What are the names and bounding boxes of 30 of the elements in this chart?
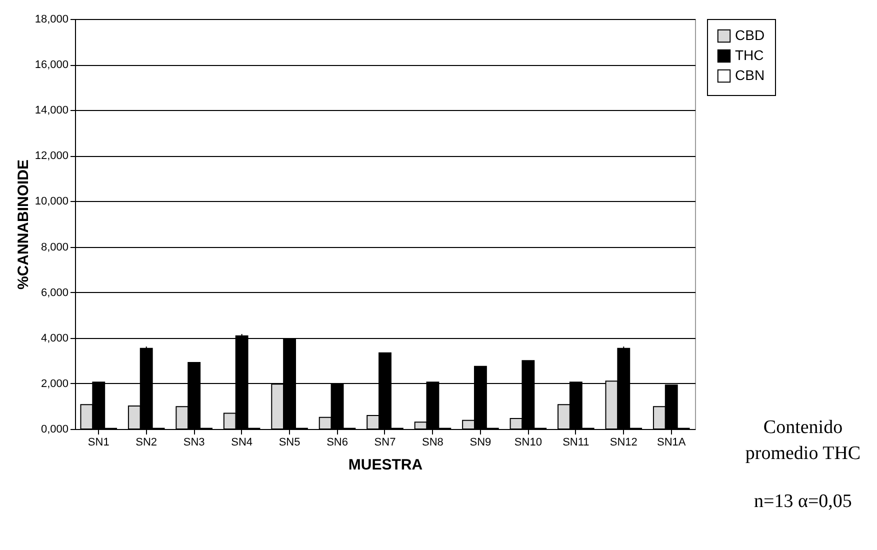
legend-label: THC: [735, 47, 764, 63]
x-tick-label: SN1A: [657, 436, 686, 448]
x-tick-label: SN11: [562, 436, 590, 448]
y-tick-label: 18,000: [34, 14, 68, 26]
x-tick-label: SN3: [183, 436, 205, 448]
x-tick-label: SN10: [514, 436, 542, 448]
x-tick-label: SN2: [136, 436, 158, 448]
text: n=13 α=0,05: [753, 490, 853, 514]
y-tick-label: 12,000: [34, 150, 68, 162]
y-tick-label: 14,000: [34, 104, 68, 117]
x-tick-label: SN12: [610, 436, 638, 448]
y-tick-label: 8,000: [40, 241, 68, 254]
y-tick-label: 2,000: [40, 378, 68, 390]
x-axis-title: MUESTRA: [348, 456, 423, 474]
y-tick-label: 10,000: [34, 196, 68, 208]
y-tick-label: 4,000: [40, 332, 68, 344]
x-tick-label: SN8: [422, 436, 444, 448]
x-tick-label: SN1: [88, 436, 110, 448]
legend-label: CBN: [735, 67, 765, 83]
x-tick-label: SN4: [231, 436, 253, 448]
x-tick-label: SN9: [470, 436, 492, 448]
text: Contenido promedio THC: [744, 416, 862, 466]
legend-label: CBD: [735, 27, 765, 43]
x-tick-label: SN6: [326, 436, 348, 448]
y-tick-label: 16,000: [34, 59, 68, 72]
y-axis-title: %CANNABINOIDE: [14, 159, 32, 290]
x-tick-label: SN7: [374, 436, 396, 448]
y-tick-label: 0,000: [40, 424, 68, 436]
x-tick-label: SN5: [278, 436, 300, 448]
y-tick-label: 6,000: [40, 286, 68, 299]
